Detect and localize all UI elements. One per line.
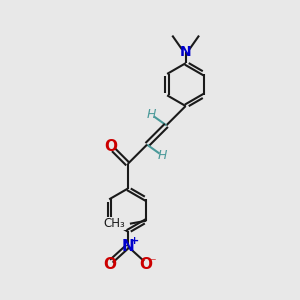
Text: +: + xyxy=(130,236,139,246)
Text: CH₃: CH₃ xyxy=(104,217,125,230)
Text: H: H xyxy=(157,149,167,162)
Text: ⁻: ⁻ xyxy=(149,256,156,269)
Text: O: O xyxy=(103,257,116,272)
Text: O: O xyxy=(139,257,152,272)
Text: N: N xyxy=(180,45,191,59)
Text: N: N xyxy=(121,239,134,254)
Text: H: H xyxy=(147,107,156,121)
Text: O: O xyxy=(104,139,117,154)
